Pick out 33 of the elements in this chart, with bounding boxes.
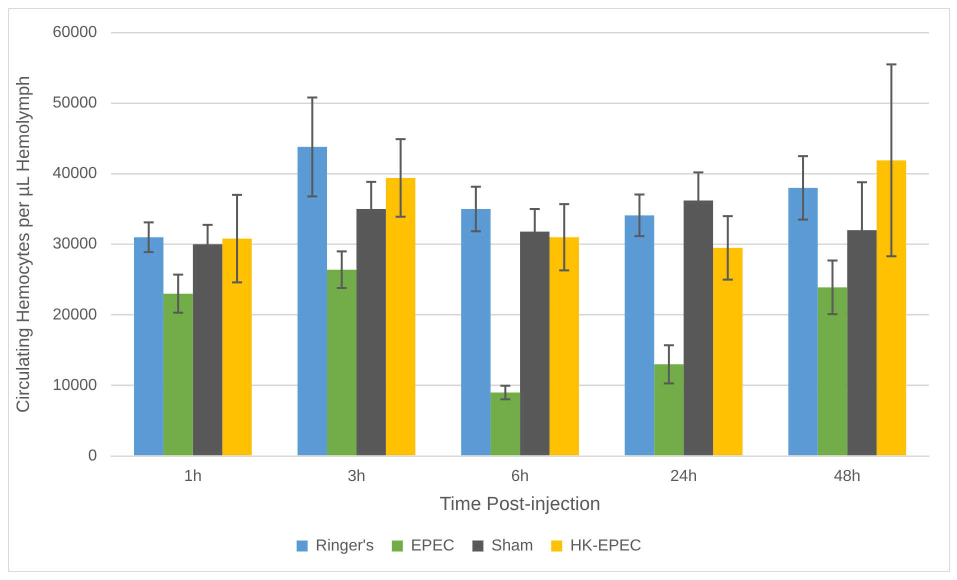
y-axis-title: Circulating Hemocytes per µL Hemolymph bbox=[12, 76, 33, 413]
bar bbox=[876, 160, 906, 456]
bar bbox=[163, 294, 193, 456]
y-tick-label: 10000 bbox=[52, 376, 98, 394]
bar bbox=[624, 215, 654, 456]
y-tick-label: 40000 bbox=[52, 165, 98, 182]
y-tick-label: 0 bbox=[88, 447, 98, 464]
bar bbox=[818, 287, 848, 456]
y-tick-label: 60000 bbox=[52, 24, 98, 42]
bar bbox=[134, 237, 164, 456]
bar bbox=[549, 237, 579, 456]
x-tick-label: 3h bbox=[348, 468, 366, 486]
x-tick-label: 1h bbox=[184, 468, 202, 486]
legend-label: Ringer's bbox=[316, 537, 374, 554]
bar bbox=[461, 209, 491, 456]
y-tick-label: 50000 bbox=[52, 94, 98, 112]
bar bbox=[298, 146, 328, 456]
y-tick-label: 30000 bbox=[52, 236, 98, 253]
legend-label: HK-EPEC bbox=[570, 537, 642, 554]
bar bbox=[788, 188, 818, 456]
bar bbox=[490, 392, 520, 456]
bar bbox=[386, 178, 416, 456]
x-axis-title: Time Post-injection bbox=[440, 494, 600, 515]
x-tick-label: 24h bbox=[670, 468, 697, 486]
bar bbox=[222, 238, 252, 456]
y-tick-label: 20000 bbox=[52, 306, 98, 324]
bar bbox=[654, 364, 684, 456]
bar bbox=[327, 270, 356, 456]
legend-label: Sham bbox=[491, 537, 534, 554]
x-tick-label: 48h bbox=[834, 468, 861, 486]
x-tick-label: 6h bbox=[511, 468, 529, 486]
legend-label: EPEC bbox=[410, 537, 454, 554]
bar bbox=[713, 248, 743, 456]
